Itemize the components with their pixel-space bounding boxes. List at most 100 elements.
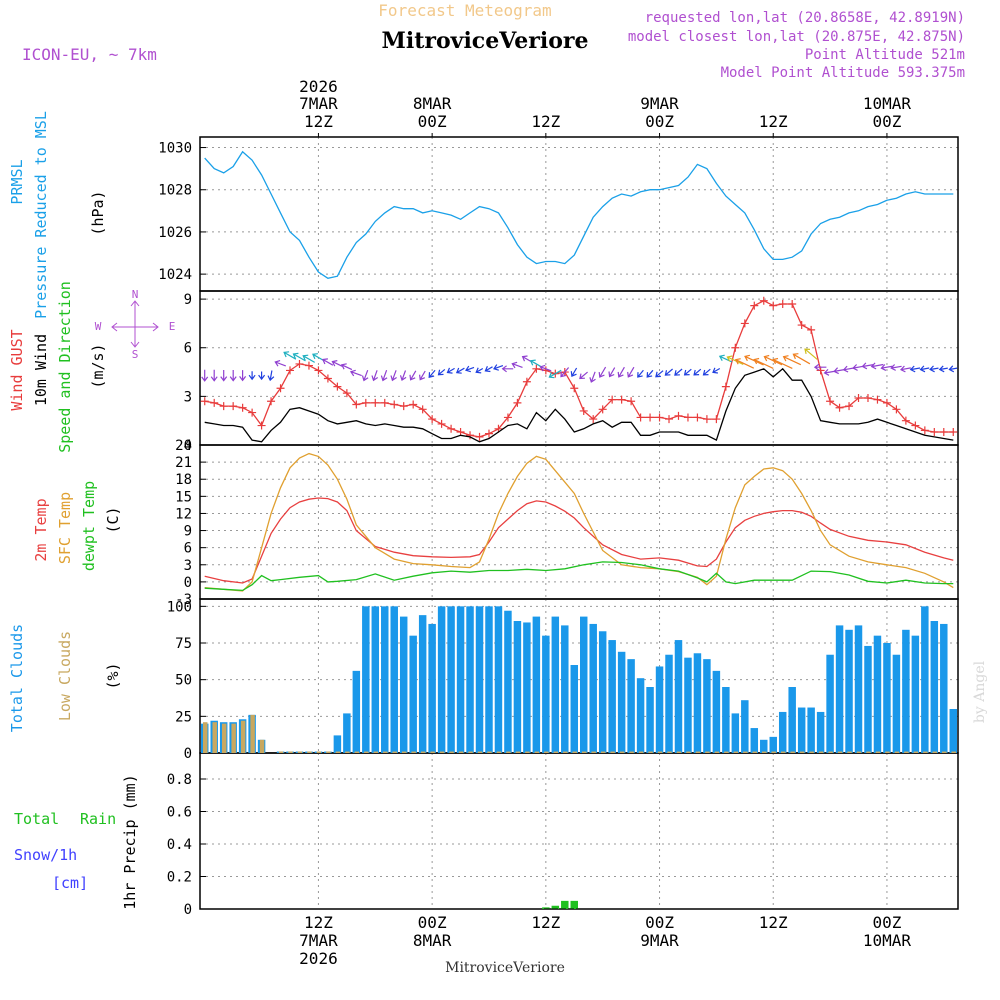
wind-arrow: [399, 370, 407, 382]
y-tick-label: 18: [175, 472, 192, 488]
low-cloud-bar: [648, 751, 653, 753]
gust-point: [333, 382, 342, 391]
low-cloud-bar: [439, 751, 445, 753]
gust-point: [200, 397, 209, 406]
low-cloud-bar: [875, 751, 881, 753]
low-cloud-bar: [563, 751, 568, 753]
plot-area: 10241026102810300369-3036912151821240255…: [158, 77, 959, 968]
gust-point: [702, 415, 711, 424]
wind-arrow: [248, 371, 256, 381]
wind-arrow: [833, 367, 846, 375]
y-tick-label: 1030: [158, 141, 192, 157]
low-cloud-bar: [733, 751, 739, 753]
gust-point: [627, 397, 636, 406]
gust-point: [665, 415, 674, 424]
total-cloud-bar: [722, 687, 730, 753]
y-tick-label: 3: [184, 558, 192, 574]
gust-point: [845, 402, 854, 411]
total-cloud-bar: [352, 670, 361, 753]
label-total-clouds: Total Clouds: [8, 624, 26, 732]
gust-point: [276, 384, 285, 393]
footer-station: MitroviceVeriore: [445, 960, 565, 976]
pressure-line: [204, 150, 954, 279]
time-bottom-label: 12Z: [304, 913, 333, 932]
gust-point: [920, 426, 929, 435]
time-bottom-label: 12Z: [759, 913, 788, 932]
low-cloud-bar: [667, 751, 672, 753]
wind-arrow: [655, 370, 664, 378]
low-cloud-bar: [743, 751, 748, 753]
total-cloud-bar: [778, 711, 787, 753]
low-cloud-bar: [828, 751, 833, 753]
low-cloud-bar: [477, 751, 483, 753]
low-cloud-bar: [212, 722, 217, 753]
wind-arrow: [734, 358, 755, 369]
wind-arrow: [772, 357, 793, 369]
wind-arrow: [371, 370, 379, 382]
low-cloud-bar: [373, 751, 379, 753]
total-cloud-bar: [570, 665, 578, 753]
wind-arrow: [428, 369, 436, 378]
low-cloud-bar: [771, 751, 776, 753]
low-cloud-bar: [383, 751, 388, 753]
time-bottom-label: 00Z: [645, 913, 674, 932]
y-tick-label: 1028: [158, 183, 192, 199]
wind-arrow: [455, 367, 465, 374]
low-cloud-bar: [724, 751, 729, 753]
low-cloud-bar: [487, 751, 492, 753]
model-altitude: Model Point Altitude 593.375m: [721, 65, 965, 81]
total-cloud-bar: [712, 670, 721, 753]
gust-point: [826, 397, 835, 406]
low-cloud-bar: [326, 751, 331, 753]
wind-arrow: [842, 365, 855, 373]
low-cloud-bar: [629, 751, 634, 753]
gust-point: [901, 416, 910, 425]
wind-arrow: [598, 366, 607, 378]
wind-arrow: [608, 367, 616, 378]
total-cloud-bar: [902, 629, 910, 753]
low-cloud-bar: [619, 751, 625, 753]
wind-arrow: [292, 352, 306, 362]
gust-point: [390, 400, 399, 409]
gust-point: [399, 402, 408, 411]
label-ms: (m/s): [89, 343, 107, 388]
label-dewpt-temp: dewpt Temp: [80, 481, 98, 571]
panel-frame: [199, 136, 959, 292]
gust-point: [683, 413, 692, 422]
wind-arrow: [349, 369, 362, 377]
low-cloud-bar: [544, 751, 549, 753]
gust-point: [286, 366, 295, 375]
wind-arrow: [938, 365, 948, 373]
wind-arrow: [852, 364, 865, 371]
temp2m-line: [204, 497, 954, 584]
wind-arrow: [331, 360, 343, 367]
total-cloud-bar: [883, 643, 891, 753]
total-cloud-bar: [409, 635, 417, 753]
total-cloud-bar: [343, 713, 351, 753]
low-cloud-bar: [942, 751, 947, 753]
gust-point: [863, 393, 872, 402]
label-sfc-temp: SFC Temp: [56, 492, 74, 564]
wind-arrow: [539, 364, 552, 372]
gust-point: [750, 301, 759, 310]
time-bottom-label: 2026: [299, 949, 338, 968]
wind-arrow: [312, 353, 325, 362]
total-cloud-bar: [447, 606, 455, 753]
total-cloud-bar: [854, 625, 863, 753]
wind-arrow: [446, 367, 455, 374]
model-name: ICON-EU, ~ 7km: [22, 45, 157, 64]
low-cloud-bar: [316, 751, 322, 753]
wind-arrow: [674, 368, 683, 376]
wind-arrow: [753, 357, 774, 369]
total-cloud-bar: [598, 631, 607, 753]
gust-point: [570, 384, 579, 393]
gust-point: [248, 408, 257, 417]
y-tick-label: 25: [175, 709, 192, 725]
total-cloud-bar: [816, 711, 825, 753]
total-cloud-bar: [873, 635, 882, 753]
total-cloud-bar: [532, 616, 541, 753]
gust-point: [598, 405, 607, 414]
low-cloud-bar: [657, 751, 663, 753]
gust-point: [219, 402, 228, 411]
